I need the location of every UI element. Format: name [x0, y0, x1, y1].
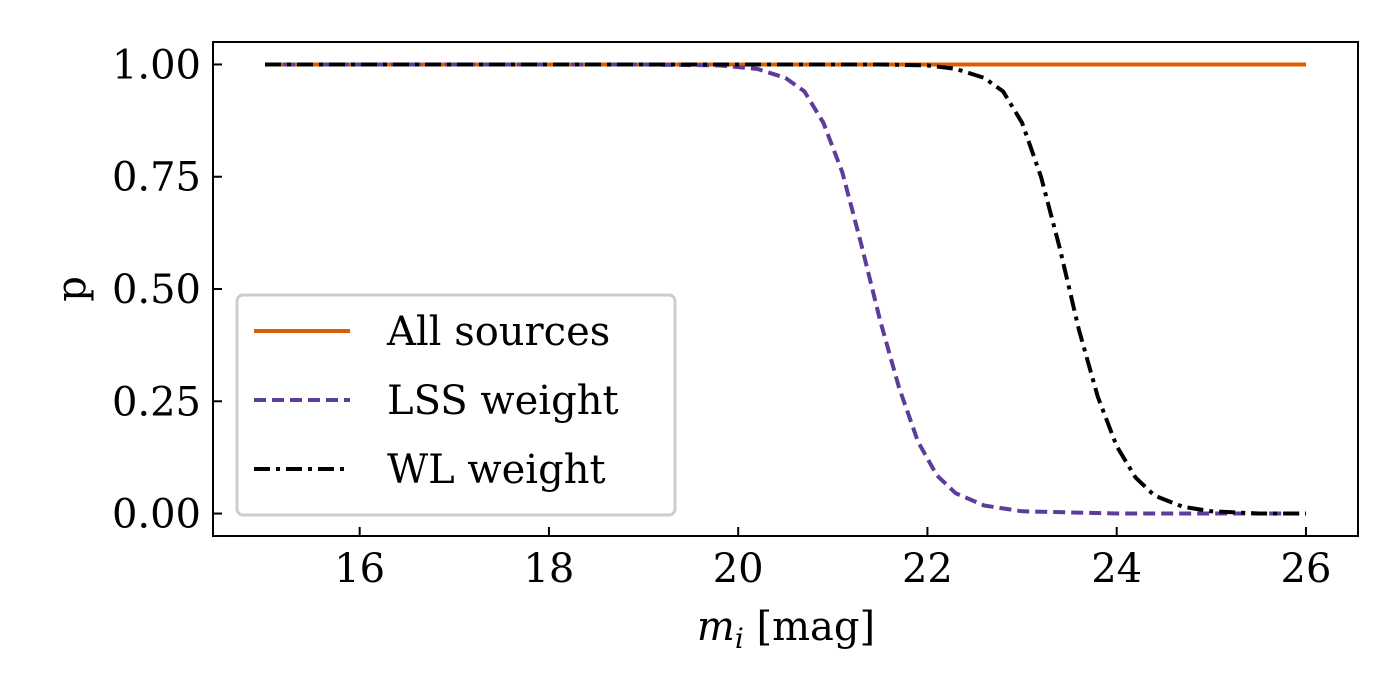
x-tick-label: 18 — [523, 546, 574, 592]
x-tick-label: 22 — [902, 546, 953, 592]
x-axis-label-var: m — [697, 604, 735, 650]
y-tick-label: 0.00 — [112, 492, 201, 538]
x-tick-label: 26 — [1281, 546, 1332, 592]
legend-box — [235, 293, 677, 517]
legend-items: All sources LSS weight WL weight — [254, 309, 619, 493]
series-line-2 — [265, 62, 1306, 516]
y-axis-label: p — [49, 276, 95, 302]
y-tick-label: 0.25 — [112, 379, 201, 425]
legend: All sources LSS weight WL weight — [235, 293, 677, 517]
ticks-layer: 16 18 20 22 24 26 0.00 0.25 0.50 0.75 1.00 — [112, 42, 1331, 592]
x-axis-label-unit: [mag] — [744, 604, 875, 650]
x-axis-label: mi [mag] — [697, 604, 875, 655]
x-tick-label: 16 — [334, 546, 385, 592]
series-layer — [265, 62, 1306, 516]
x-axis-label-sub: i — [735, 622, 744, 655]
y-tick-label: 1.00 — [112, 42, 201, 88]
legend-label-1: LSS weight — [387, 378, 619, 424]
legend-label-2: WL weight — [387, 447, 606, 493]
y-tick-label: 0.50 — [112, 267, 201, 313]
legend-label-0: All sources — [386, 309, 610, 355]
x-tick-label: 20 — [713, 546, 764, 592]
x-tick-label: 24 — [1091, 546, 1142, 592]
y-tick-label: 0.75 — [112, 155, 201, 201]
